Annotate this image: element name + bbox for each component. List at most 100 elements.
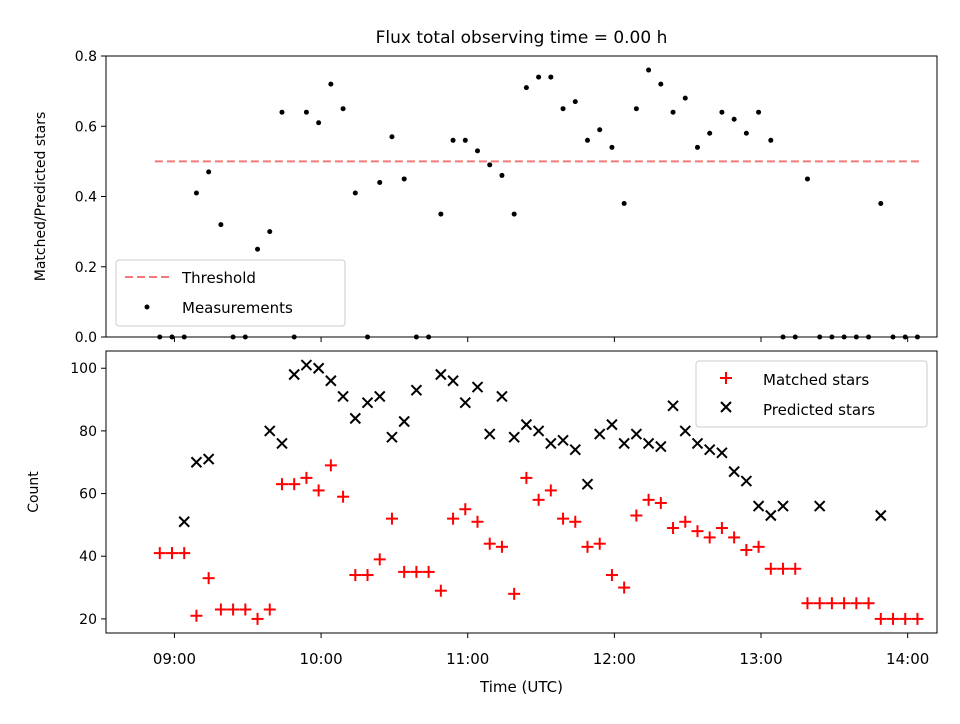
measurement-point (719, 109, 725, 115)
measurement-point (218, 222, 224, 228)
measurement-point (303, 109, 309, 115)
measurement-point (804, 176, 810, 182)
predicted-star-point (569, 443, 581, 456)
predicted-star-point-b (337, 390, 349, 403)
matched-star-point (764, 562, 777, 575)
matched-star-point (715, 522, 728, 535)
legend-predicted-swatch (720, 401, 732, 413)
matched-star-point (165, 547, 178, 560)
predicted-star-point (875, 509, 887, 522)
predicted-star-point-b (496, 390, 508, 403)
matched-star-point (642, 493, 655, 506)
matched-star-point (654, 496, 667, 509)
matched-star-point (263, 603, 276, 616)
predicted-star-point-b (300, 359, 313, 371)
predicted-star-point-b (202, 453, 215, 465)
predicted-star-point (752, 500, 765, 512)
predicted-star-point-b (410, 384, 423, 396)
top-panel: Flux total observing time = 0.00 h 0.0 0.… (33, 28, 938, 346)
measurement-point (621, 201, 627, 207)
matched-star-point (789, 562, 802, 575)
matched-star-point (630, 509, 643, 522)
measurement-point (255, 246, 261, 252)
predicted-star-point-b (606, 418, 618, 431)
matched-star-point (422, 565, 435, 578)
top-ytick-label: 0.2 (75, 260, 97, 276)
predicted-star-point (337, 390, 349, 403)
measurement-point (597, 127, 603, 133)
measurement-point (536, 74, 542, 80)
predicted-star-point-b (752, 500, 765, 512)
predicted-star-point (545, 437, 557, 450)
predicted-star-point (740, 475, 753, 487)
predicted-star-point-b (484, 428, 496, 440)
top-ytick-label: 0.6 (75, 119, 97, 135)
bottom-ylabel: Count (26, 471, 42, 513)
bottom-ytick-label: 60 (79, 487, 97, 503)
predicted-star-point-b (190, 456, 203, 468)
matched-star-point (569, 515, 582, 528)
bottom-ytick-label: 40 (79, 549, 97, 565)
measurement-point (316, 120, 322, 126)
measurement-point (682, 95, 688, 101)
matched-star-point (532, 493, 545, 506)
measurement-point (878, 201, 884, 207)
matched-star-point (813, 597, 826, 610)
measurement-point (694, 144, 700, 150)
measurement-point (450, 137, 456, 143)
matched-star-point (728, 531, 741, 544)
bottom-xlabel: Time (UTC) (479, 678, 563, 696)
predicted-star-point-b (325, 375, 337, 387)
measurement-point (609, 144, 615, 150)
matched-star-point (911, 612, 924, 625)
bottom-ytick-label: 100 (70, 361, 97, 377)
predicted-star-point-b (569, 443, 581, 456)
predicted-star-point-b (471, 381, 484, 393)
matched-star-point (887, 612, 900, 625)
measurement-point (731, 116, 737, 122)
matched-star-point (361, 569, 374, 582)
predicted-star-point-b (508, 431, 520, 443)
measurement-point (560, 106, 566, 112)
predicted-star-point-b (642, 437, 655, 450)
matched-star-point (239, 603, 252, 616)
measurement-point (377, 179, 383, 185)
top-ytick-label: 0.0 (75, 330, 97, 346)
predicted-star-point-b (581, 478, 594, 490)
matched-star-point (593, 537, 606, 550)
predicted-star-point-b (716, 447, 728, 459)
predicted-star-point-b (288, 368, 300, 381)
matched-star-point (300, 471, 313, 484)
predicted-star-point-b (765, 509, 777, 522)
matched-star-point (312, 484, 325, 497)
bottom-xtick-label: 10:00 (299, 650, 342, 668)
predicted-star-point-b (655, 440, 667, 453)
predicted-star-point (190, 456, 203, 468)
bottom-xtick-label: 11:00 (446, 650, 489, 668)
predicted-star-point (447, 375, 459, 387)
predicted-star-point-b (679, 425, 691, 437)
measurement-point (756, 109, 762, 115)
bottom-ytick-label: 80 (79, 424, 97, 440)
predicted-star-point (410, 384, 423, 396)
matched-star-point (495, 540, 508, 553)
predicted-star-point (642, 437, 655, 450)
measurement-point (646, 67, 652, 73)
top-ylabel: Matched/Predicted stars (33, 112, 49, 282)
legend-matched-swatch (720, 372, 732, 384)
matched-star-point (483, 537, 496, 550)
measurement-point (340, 106, 346, 112)
measurement-point (548, 74, 554, 80)
legend-measurements-swatch (144, 304, 150, 310)
predicted-star-point (264, 425, 276, 437)
measurement-point (352, 190, 358, 196)
matched-star-point (618, 581, 631, 594)
predicted-star-point-b (594, 428, 606, 440)
matched-star-point (557, 512, 570, 525)
matched-star-point (434, 584, 447, 597)
predicted-star-point (765, 509, 777, 522)
predicted-star-point (532, 425, 545, 437)
predicted-star-point (728, 465, 740, 478)
predicted-star-point-b (459, 396, 471, 409)
predicted-star-point-b (728, 465, 740, 478)
